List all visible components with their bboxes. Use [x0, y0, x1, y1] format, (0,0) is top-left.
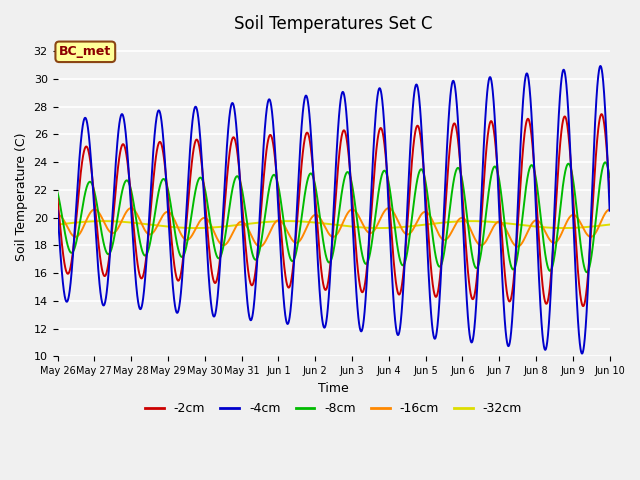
-32cm [54, 222, 61, 228]
-16cm [289, 239, 297, 244]
Line: -8cm: -8cm [58, 162, 610, 272]
-2cm [595, 120, 603, 126]
-32cm [100, 218, 108, 224]
-16cm [54, 212, 61, 218]
-4cm [289, 274, 297, 279]
-2cm [536, 241, 543, 247]
Text: BC_met: BC_met [59, 45, 111, 58]
-32cm [536, 224, 543, 230]
-8cm [149, 222, 157, 228]
Line: -4cm: -4cm [58, 66, 610, 354]
-2cm [116, 148, 124, 154]
-32cm [595, 223, 603, 228]
-4cm [54, 208, 61, 214]
-2cm [266, 133, 273, 139]
-4cm [606, 208, 614, 214]
-2cm [149, 179, 157, 184]
-16cm [256, 244, 264, 250]
-4cm [536, 282, 543, 288]
-2cm [598, 111, 605, 117]
Line: -16cm: -16cm [58, 208, 610, 247]
-8cm [54, 190, 61, 195]
-32cm [266, 219, 273, 225]
-4cm [578, 351, 586, 357]
Legend: -2cm, -4cm, -8cm, -16cm, -32cm: -2cm, -4cm, -8cm, -16cm, -32cm [140, 397, 527, 420]
-16cm [595, 223, 603, 229]
-8cm [116, 197, 124, 203]
X-axis label: Time: Time [318, 382, 349, 395]
-4cm [149, 149, 157, 155]
Line: -32cm: -32cm [58, 221, 610, 228]
-8cm [289, 258, 297, 264]
-32cm [117, 219, 125, 225]
-32cm [606, 222, 614, 228]
-2cm [289, 264, 297, 269]
-32cm [150, 222, 157, 228]
-8cm [536, 202, 543, 207]
-16cm [116, 221, 124, 227]
Line: -2cm: -2cm [58, 114, 610, 306]
-8cm [602, 159, 609, 165]
-8cm [583, 269, 591, 275]
-2cm [579, 303, 587, 309]
Title: Soil Temperatures Set C: Soil Temperatures Set C [234, 15, 433, 33]
Y-axis label: Soil Temperature (C): Soil Temperature (C) [15, 132, 28, 261]
-16cm [266, 230, 273, 236]
-16cm [149, 229, 157, 235]
-2cm [54, 196, 61, 202]
-4cm [595, 68, 603, 73]
-32cm [560, 225, 568, 231]
-8cm [266, 185, 273, 191]
-8cm [606, 174, 614, 180]
-4cm [596, 63, 604, 69]
-2cm [606, 190, 614, 195]
-4cm [266, 96, 273, 102]
-32cm [289, 218, 297, 224]
-16cm [606, 206, 614, 212]
-4cm [116, 114, 124, 120]
-16cm [385, 205, 392, 211]
-16cm [536, 219, 543, 225]
-8cm [595, 188, 603, 194]
